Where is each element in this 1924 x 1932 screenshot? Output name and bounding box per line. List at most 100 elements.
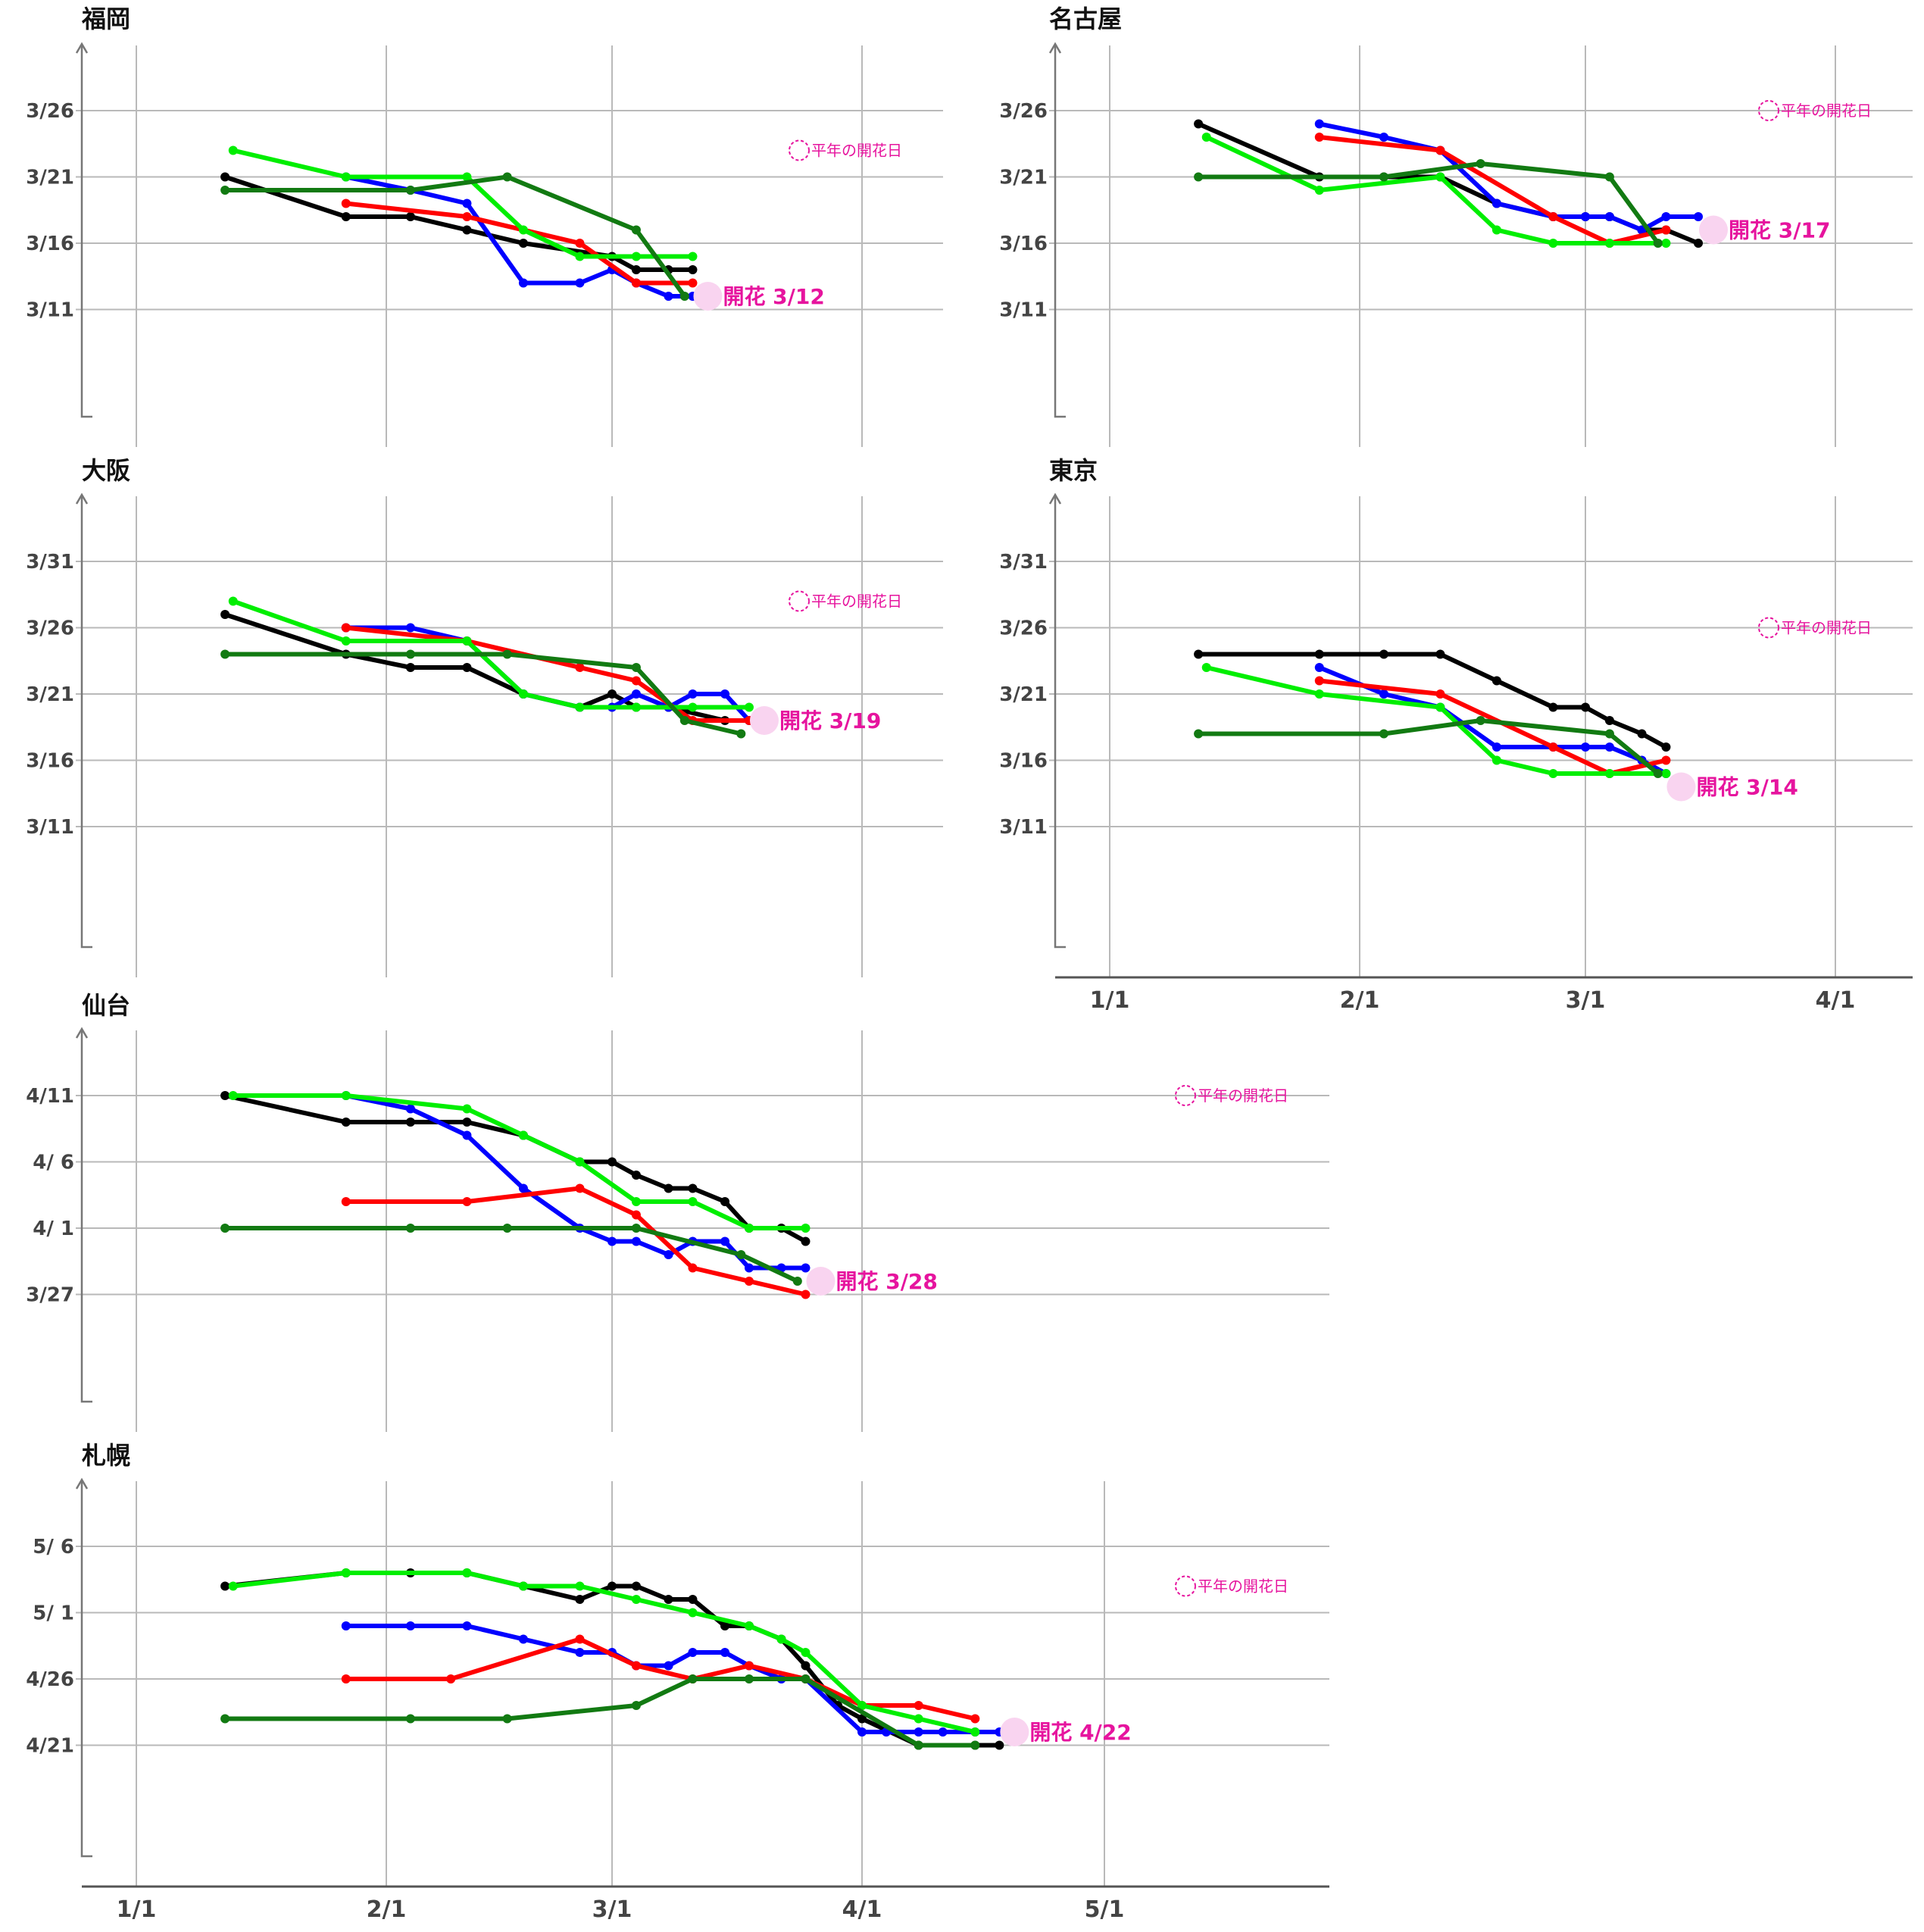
y-tick-label: 3/26 xyxy=(26,617,74,640)
series-group xyxy=(228,1091,811,1233)
data-point xyxy=(720,1621,730,1630)
data-point xyxy=(801,1263,811,1273)
chart-panel: 4/21 4/26 5/ 1 5/ 6 1/1 2/1 3/1 4/1 5/1 札幌平年の開花日開… xyxy=(26,1441,1329,1923)
data-point xyxy=(664,292,673,301)
y-tick-label: 4/ 6 xyxy=(33,1152,74,1174)
data-point xyxy=(744,1263,754,1273)
data-point xyxy=(228,1091,238,1100)
bloom-marker xyxy=(1666,772,1696,802)
data-point xyxy=(970,1714,980,1724)
normal-bloom-marker xyxy=(789,139,810,161)
data-point xyxy=(1379,133,1388,142)
x-tick-label: 4/1 xyxy=(1816,987,1856,1014)
chart-panel: 3/11 3/16 3/21 3/26 3/31 1/1 2/1 3/1 4/1 東京平年の開花日… xyxy=(999,456,1913,1014)
data-point xyxy=(1637,729,1647,739)
data-point xyxy=(1661,769,1671,778)
normal-bloom-marker xyxy=(1175,1575,1196,1597)
bloom-label: 開花 3/12 xyxy=(723,284,824,309)
series-line xyxy=(343,1637,978,1721)
data-point xyxy=(341,623,351,633)
data-point xyxy=(405,212,415,221)
data-point xyxy=(575,1648,585,1657)
data-point xyxy=(575,1183,585,1193)
data-point xyxy=(518,225,528,235)
data-point xyxy=(1604,769,1614,778)
data-point xyxy=(688,1608,698,1618)
series-group xyxy=(1194,159,1663,248)
data-point xyxy=(1604,172,1614,182)
x-tick-label: 2/1 xyxy=(367,1896,407,1923)
data-point xyxy=(1661,239,1671,248)
data-point xyxy=(462,636,472,646)
y-tick-label: 3/16 xyxy=(999,233,1048,255)
data-point xyxy=(688,265,698,274)
bloom-label: 開花 4/22 xyxy=(1029,1720,1131,1745)
series-group xyxy=(341,1091,811,1273)
data-point xyxy=(405,1224,415,1233)
series-group xyxy=(220,1674,980,1750)
y-tick-label: 3/16 xyxy=(26,750,74,773)
series-group xyxy=(228,596,754,712)
data-point xyxy=(1661,212,1671,221)
data-point xyxy=(720,1648,730,1657)
data-point xyxy=(228,1581,238,1591)
y-tick-label: 3/11 xyxy=(999,816,1048,839)
data-point xyxy=(1194,172,1204,182)
x-tick-label: 3/1 xyxy=(1566,987,1606,1014)
data-point xyxy=(1201,133,1211,142)
data-point xyxy=(1435,172,1445,182)
series-group xyxy=(220,649,746,739)
normal-bloom-marker xyxy=(1758,617,1779,639)
y-tick-label: 3/11 xyxy=(999,299,1048,322)
y-axis-arrow xyxy=(1048,42,1062,54)
data-point xyxy=(631,689,641,699)
data-point xyxy=(631,676,641,686)
data-point xyxy=(631,702,641,712)
data-point xyxy=(688,1595,698,1604)
series-line xyxy=(223,652,744,736)
data-point xyxy=(914,1714,923,1724)
series-group xyxy=(1194,716,1663,778)
data-point xyxy=(914,1701,923,1710)
data-point xyxy=(462,212,472,221)
data-point xyxy=(1694,212,1704,221)
data-point xyxy=(736,1250,746,1259)
data-point xyxy=(462,663,472,672)
data-point xyxy=(631,1236,641,1246)
data-point xyxy=(744,702,754,712)
y-tick-label: 3/26 xyxy=(999,100,1048,123)
data-point xyxy=(341,212,351,221)
data-point xyxy=(631,265,641,274)
bloom-marker xyxy=(693,282,723,311)
data-point xyxy=(1379,729,1388,739)
data-point xyxy=(688,252,698,261)
data-point xyxy=(1476,716,1485,725)
data-point xyxy=(607,689,617,699)
series-group xyxy=(1194,649,1671,752)
data-point xyxy=(1661,742,1671,752)
data-point xyxy=(744,1621,754,1630)
chart-title: 名古屋 xyxy=(1049,5,1122,33)
data-point xyxy=(744,1277,754,1286)
data-point xyxy=(502,1714,512,1724)
data-point xyxy=(607,1236,617,1246)
x-tick-label: 1/1 xyxy=(117,1896,157,1923)
data-point xyxy=(341,1197,351,1206)
series-line xyxy=(1204,135,1669,245)
data-point xyxy=(462,225,472,235)
data-point xyxy=(220,172,230,182)
data-point xyxy=(1476,159,1485,168)
data-point xyxy=(688,1197,698,1206)
normal-bloom-label: 平年の開花日 xyxy=(1198,1577,1288,1596)
y-tick-label: 4/21 xyxy=(26,1735,74,1758)
data-point xyxy=(970,1727,980,1737)
data-point xyxy=(1548,702,1558,712)
data-point xyxy=(1435,702,1445,712)
data-point xyxy=(631,1661,641,1671)
normal-bloom-marker xyxy=(789,590,810,612)
data-point xyxy=(801,1661,811,1671)
y-axis-arrow xyxy=(1048,492,1062,505)
data-point xyxy=(220,1224,230,1233)
